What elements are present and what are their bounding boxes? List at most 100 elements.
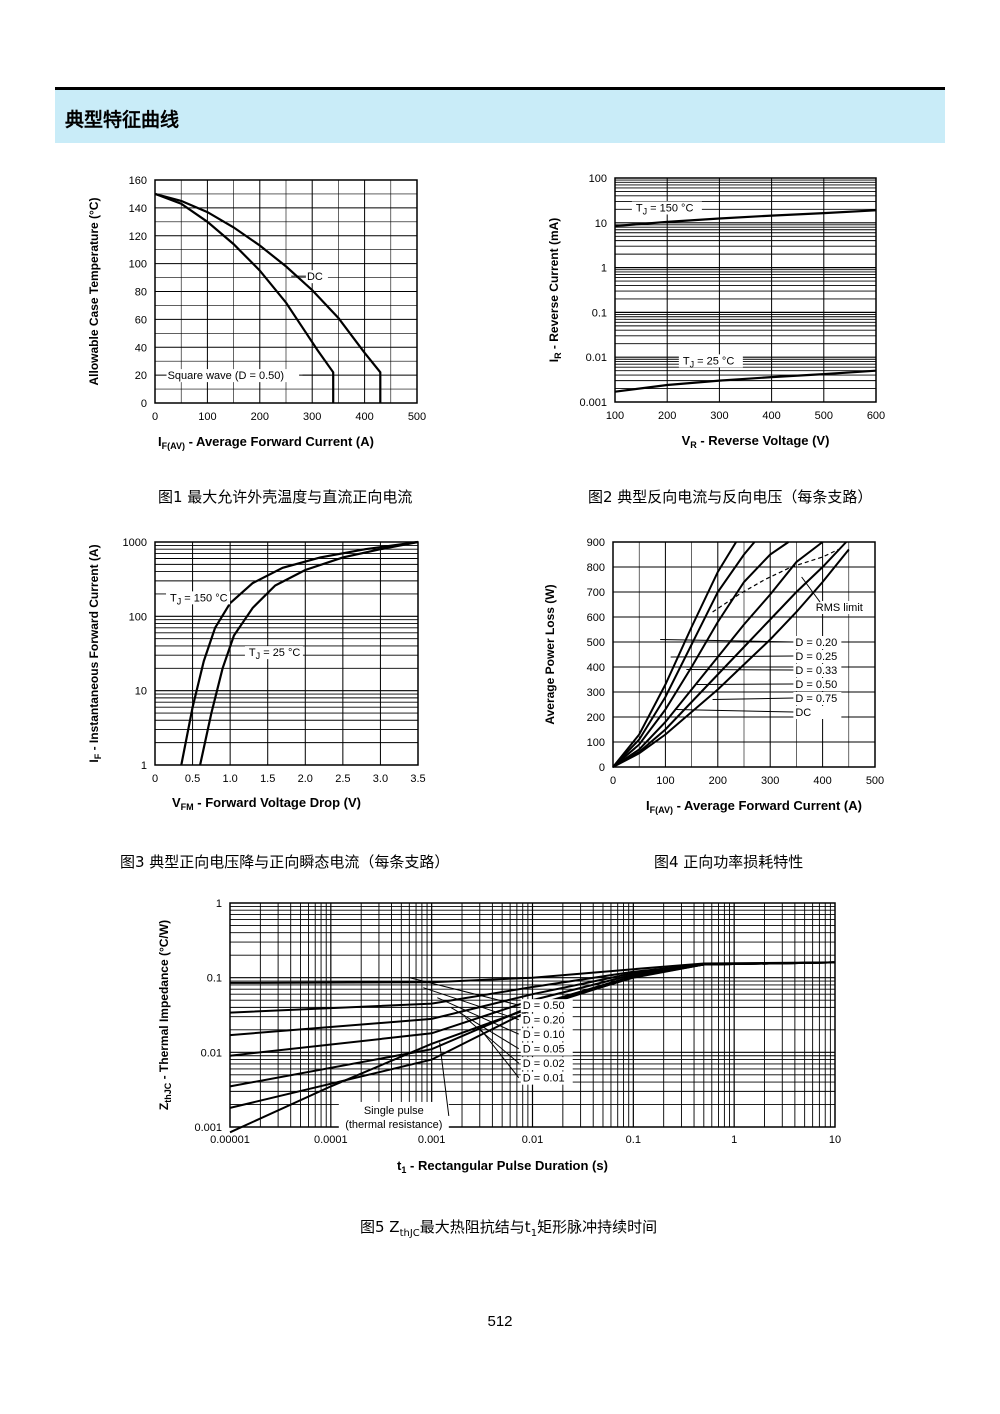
tag-bg-5: [793, 706, 842, 719]
y-tick-label: 0.01: [586, 352, 607, 364]
legend-label-25: TJ = 25 °C: [683, 355, 734, 369]
y-tick-label: 60: [135, 314, 147, 326]
series-line-5: [612, 548, 850, 768]
legend-label-3: D = 0.05: [523, 1044, 565, 1056]
x-tick-label: 0.001: [418, 1134, 446, 1146]
tag-bg-0: [793, 636, 842, 649]
x-tick-label: 3.5: [410, 773, 425, 785]
x-tick-label: 200: [709, 775, 727, 787]
legend-label-5: D = 0.01: [523, 1073, 565, 1085]
legend-label-5: DC: [795, 707, 811, 719]
y-tick-label: 0.001: [194, 1122, 222, 1134]
tag-bg-4: [520, 1057, 573, 1071]
header-top-rule: [55, 87, 945, 90]
y-tick-label: 160: [129, 175, 147, 187]
leader-rms: [801, 576, 821, 603]
series-line-1: [154, 192, 335, 403]
y-tick-label: 1: [601, 263, 607, 275]
note-single-pulse: Single pulse: [364, 1105, 424, 1117]
y-tick-label: 1: [216, 898, 222, 910]
tag-150-bg: [631, 201, 702, 215]
series-line-1: [199, 540, 419, 766]
series-line-2: [612, 541, 790, 768]
y-axis-label: Average Power Loss (W): [543, 584, 557, 724]
y-tick-label: 40: [135, 342, 147, 354]
x-tick-label: 200: [658, 410, 676, 422]
x-tick-label: 0.1: [626, 1134, 641, 1146]
x-tick-label: 400: [813, 775, 831, 787]
x-tick-label: 400: [355, 411, 373, 423]
x-axis-label: IF(AV) - Average Forward Current (A): [158, 434, 374, 451]
series-line-1: [614, 369, 877, 393]
y-tick-label: 0.1: [592, 307, 607, 319]
x-tick-label: 300: [710, 410, 728, 422]
y-axis-label: ZthJC - Thermal Impedance (°C/W): [157, 920, 173, 1110]
caption-fig4: 图4 正向功率损耗特性: [654, 853, 804, 871]
y-tick-label: 0.01: [201, 1047, 222, 1059]
y-axis-label: IR - Reverse Current (mA): [547, 218, 563, 363]
x-tick-label: 0.5: [185, 773, 200, 785]
x-axis-label: IF(AV) - Average Forward Current (A): [646, 798, 862, 815]
legend-label-2: D = 0.10: [523, 1029, 565, 1041]
x-tick-label: 0: [152, 773, 158, 785]
legend-label-1: D = 0.25: [795, 651, 837, 663]
y-tick-label: 200: [587, 712, 605, 724]
x-tick-label: 0.01: [522, 1134, 543, 1146]
x-tick-label: 100: [606, 410, 624, 422]
note-bg: [338, 1101, 449, 1132]
tag-bg-3: [520, 1042, 573, 1056]
leader-0: [660, 639, 794, 643]
chart-4-power-loss: 0 100 200 300 400 500 0 100 200 300 400 500 600 700 80…: [543, 537, 884, 815]
tag-bg-3: [793, 678, 842, 691]
y-tick-label: 1: [141, 760, 147, 772]
tag-25-bg: [244, 646, 303, 660]
y-tick-label: 100: [589, 173, 607, 185]
caption-fig2: 图2 典型反向电流与反向电压（每条支路）: [588, 488, 873, 506]
y-tick-label: 500: [587, 637, 605, 649]
legend-label-150: TJ = 150 °C: [170, 592, 228, 606]
plot-frame: [154, 179, 418, 404]
x-tick-label: 600: [867, 410, 885, 422]
leader-4: [712, 697, 794, 700]
y-tick-label: 140: [129, 203, 147, 215]
leader-0: [409, 977, 519, 1006]
y-tick-label: 100: [129, 611, 147, 623]
x-tick-label: 0: [610, 775, 616, 787]
x-tick-label: 300: [303, 411, 321, 423]
x-tick-label: 2.0: [298, 773, 313, 785]
y-tick-label: 800: [587, 562, 605, 574]
x-tick-label: 3.0: [373, 773, 388, 785]
legend-label-dc: DC: [307, 271, 323, 283]
x-tick-label: 500: [815, 410, 833, 422]
x-tick-label: 1.0: [222, 773, 237, 785]
x-tick-label: 1: [731, 1134, 737, 1146]
plot-frame: [612, 541, 876, 768]
tag-150-bg: [166, 591, 231, 605]
legend-label-25: TJ = 25 °C: [249, 647, 300, 661]
x-tick-label: 0.0001: [314, 1134, 348, 1146]
series-line-4: [612, 541, 847, 768]
series-line-0: [180, 540, 419, 766]
x-axis-label: VR - Reverse Voltage (V): [682, 433, 830, 450]
leader-3: [696, 683, 794, 685]
series-line-0: [614, 209, 877, 228]
y-axis-label: Allowable Case Temperature (°C): [87, 198, 101, 386]
caption-fig5-sub2: 1: [530, 1228, 538, 1239]
series-line-0: [612, 541, 737, 768]
tag-bg-2: [793, 664, 842, 677]
y-tick-label: 10: [135, 686, 147, 698]
note-thermal-resistance: (thermal resistance): [345, 1119, 442, 1131]
y-tick-label: 900: [587, 537, 605, 549]
leader-2: [686, 669, 794, 671]
legend-label-150: TJ = 150 °C: [636, 202, 694, 216]
y-tick-label: 0.001: [579, 397, 607, 409]
x-tick-label: 100: [656, 775, 674, 787]
legend-label-4: D = 0.02: [523, 1058, 565, 1070]
legend-label-0: D = 0.50: [523, 1000, 565, 1012]
series-line-0: [154, 192, 382, 403]
tag-bg-1: [793, 650, 842, 663]
leader-4: [464, 1017, 520, 1064]
y-tick-label: 300: [587, 687, 605, 699]
series-line-1: [612, 541, 756, 768]
y-tick-label: 600: [587, 612, 605, 624]
